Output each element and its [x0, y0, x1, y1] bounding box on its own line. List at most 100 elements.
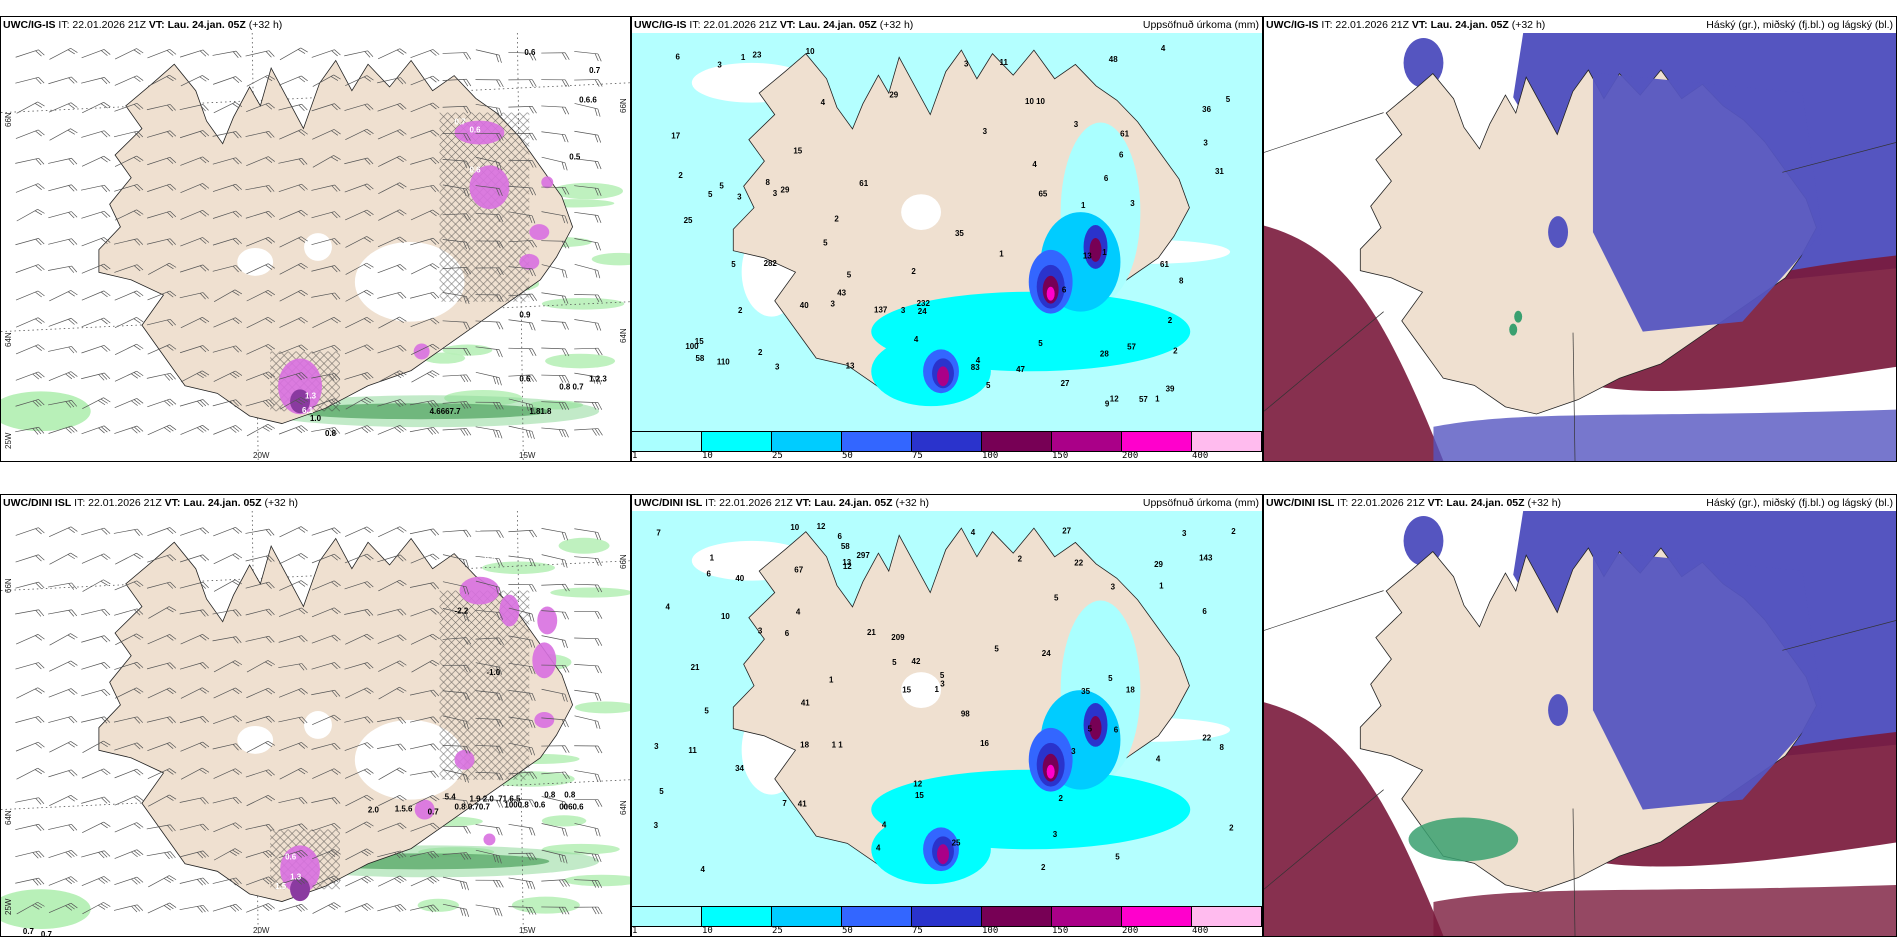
wind-map[interactable]: -2.2 -1.0 0.7 0.7 5.4 1.9 2.0 .71.6.5 0.8 0.8 0.…	[1, 511, 630, 936]
wind-barb	[574, 583, 603, 593]
barb-staff	[344, 662, 368, 670]
wind-barb	[344, 50, 374, 58]
wind-barb	[279, 526, 308, 538]
precip-value-label: 13	[842, 558, 851, 567]
precip-value-label: 57	[1127, 343, 1136, 352]
barb-staff	[475, 371, 500, 378]
barb-staff	[114, 742, 138, 751]
precip-map[interactable]: 2 3 1 1 1 4 3 5 3 1 3 3 6 12 2 5 35 31 36 61 57 29 47 40 57 65 83 1…	[632, 33, 1262, 431]
wind-barb	[113, 716, 144, 724]
barb-staff	[475, 580, 500, 588]
precip-value-label: 3	[983, 127, 988, 136]
barb-feather	[298, 318, 306, 324]
cloud-map[interactable]	[1264, 33, 1896, 461]
barb-staff	[279, 553, 302, 565]
barb-staff	[246, 371, 269, 381]
wind-barb	[475, 609, 504, 620]
barb-feather	[202, 425, 210, 431]
colorbar-swatch	[702, 432, 772, 451]
barb-feather	[298, 184, 305, 191]
barb-feather	[594, 348, 600, 356]
wind-barb	[475, 745, 504, 754]
barb-staff	[378, 579, 400, 592]
barb-feather	[361, 851, 369, 857]
wind-barb	[212, 903, 242, 912]
wind-map[interactable]: 0.6 0.6.6 0.5 0.9 0.6 0.8 0.7 1.2.3 4.6667.7 1.8…	[1, 33, 630, 461]
barb-feather	[498, 108, 503, 116]
precip-value-label: 11	[1000, 58, 1009, 67]
barb-feather	[202, 264, 210, 271]
lon-label-25w: 25W	[4, 898, 13, 915]
wind-barb	[246, 740, 275, 753]
barb-feather	[67, 796, 75, 802]
barb-feather	[136, 742, 144, 749]
wind-barb	[114, 876, 144, 886]
barb-feather	[35, 824, 42, 832]
panel-title-precip: Uppsöfnuð úrkoma (mm)	[1142, 19, 1259, 31]
barb-staff	[344, 344, 368, 355]
barb-feather	[301, 688, 308, 694]
barb-staff	[377, 48, 400, 60]
barb-feather	[594, 638, 600, 646]
barb-feather	[466, 213, 472, 221]
barb-feather	[68, 212, 75, 219]
barb-feather	[34, 103, 43, 108]
wind-barb	[311, 211, 341, 219]
wind-barb	[279, 262, 308, 275]
barb-feather	[300, 263, 308, 268]
wind-barb	[278, 823, 308, 831]
barb-staff	[212, 609, 237, 615]
barb-feather	[561, 241, 567, 249]
barb-feather	[38, 527, 45, 534]
wind-value-label: 0.7	[428, 808, 440, 817]
barb-staff	[410, 875, 433, 887]
barb-feather	[531, 53, 537, 61]
wind-barb	[16, 634, 45, 645]
wind-value-label: 0.7	[589, 66, 601, 75]
barb-feather	[498, 827, 503, 836]
barb-feather	[364, 184, 371, 191]
precip-value-label: 3	[901, 306, 906, 315]
barb-feather	[169, 130, 177, 137]
barb-staff	[15, 129, 39, 139]
barb-feather	[495, 376, 499, 385]
barb-feather	[301, 209, 308, 216]
barb-feather	[37, 741, 45, 748]
precip-value-label: 22	[1074, 559, 1083, 568]
precip-value-label: 5	[823, 239, 828, 248]
barb-feather	[597, 428, 603, 436]
wind-barb	[311, 238, 341, 246]
barb-staff	[48, 716, 72, 723]
wind-barb	[212, 609, 242, 617]
wind-barb	[541, 849, 568, 864]
barb-feather	[492, 854, 496, 863]
precip-value-label: 10	[806, 47, 815, 56]
barb-feather	[564, 801, 568, 810]
barb-staff	[81, 608, 105, 616]
barb-feather	[331, 238, 338, 246]
wind-barb	[81, 290, 111, 301]
barb-feather	[499, 880, 504, 888]
barb-staff	[213, 553, 236, 565]
wind-barb	[508, 635, 536, 648]
wind-barb	[409, 716, 440, 724]
wind-barb	[574, 745, 603, 754]
barb-feather	[166, 663, 174, 670]
barb-feather	[131, 851, 138, 858]
barb-feather	[268, 581, 275, 589]
barb-feather	[268, 850, 275, 857]
barb-staff	[312, 768, 335, 779]
barb-staff	[48, 849, 72, 859]
barb-feather	[397, 823, 404, 830]
barb-feather	[333, 849, 341, 855]
init-time: IT: 22.01.2026 21Z	[1321, 19, 1409, 31]
barb-feather	[199, 346, 207, 353]
barb-feather	[103, 876, 111, 882]
wind-barb	[82, 821, 111, 834]
barb-feather	[367, 183, 374, 190]
wind-barb	[574, 851, 602, 863]
barb-feather	[466, 665, 471, 673]
cloud-map[interactable]	[1264, 511, 1896, 936]
wind-value-label: 0.7	[41, 930, 53, 936]
